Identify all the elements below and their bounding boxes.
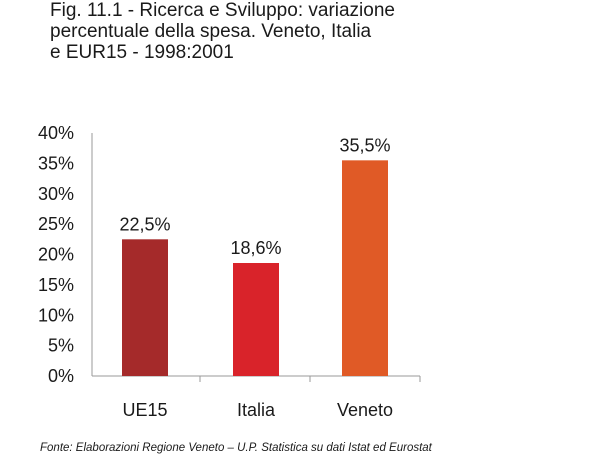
chart-title: Fig. 11.1 - Ricerca e Sviluppo: variazio… bbox=[50, 0, 395, 63]
y-tick-label: 40% bbox=[38, 123, 74, 143]
y-tick-label: 30% bbox=[38, 184, 74, 204]
data-label-italia: 18,6% bbox=[230, 238, 281, 258]
y-tick-label: 5% bbox=[48, 336, 74, 356]
bar-italia bbox=[233, 263, 279, 376]
bars-group: 22,5% UE15 18,6% Italia 35,5% Veneto bbox=[119, 135, 421, 420]
bar-veneto bbox=[342, 160, 388, 376]
y-tick-label: 10% bbox=[38, 305, 74, 325]
y-tick-label: 20% bbox=[38, 245, 74, 265]
y-tick-label: 0% bbox=[48, 366, 74, 386]
category-label-veneto: Veneto bbox=[337, 400, 393, 420]
data-label-ue15: 22,5% bbox=[119, 214, 170, 234]
data-label-veneto: 35,5% bbox=[339, 135, 390, 155]
y-tick-label: 35% bbox=[38, 153, 74, 173]
source-note: Fonte: Elaborazioni Regione Veneto – U.P… bbox=[40, 442, 432, 454]
bar-chart: 0% 5% 10% 15% 20% 25% 30% 35% 40% 22,5% UE15 18,6%… bbox=[38, 123, 421, 420]
y-tick-label: 25% bbox=[38, 214, 74, 234]
bar-ue15 bbox=[122, 239, 168, 376]
category-label-ue15: UE15 bbox=[122, 400, 167, 420]
y-tick-label: 15% bbox=[38, 275, 74, 295]
y-axis-ticks: 0% 5% 10% 15% 20% 25% 30% 35% 40% bbox=[38, 123, 74, 386]
category-label-italia: Italia bbox=[237, 400, 276, 420]
